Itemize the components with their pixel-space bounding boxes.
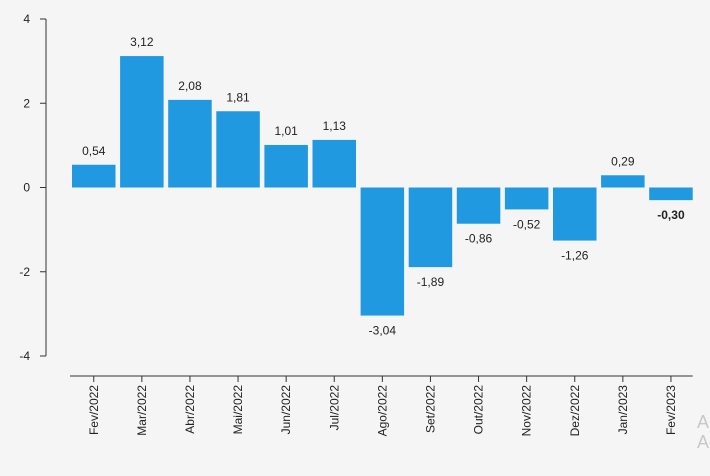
x-tick-label: Abr/2022 — [183, 385, 197, 434]
data-label: 1,13 — [323, 119, 347, 133]
x-tick-label: Mai/2022 — [231, 385, 245, 435]
data-label: 0,29 — [611, 154, 635, 168]
bar — [168, 99, 212, 188]
bar — [601, 175, 645, 188]
y-tick-label: 2 — [23, 96, 30, 110]
bar — [72, 164, 116, 188]
bar — [216, 111, 260, 188]
y-tick-label: 0 — [23, 181, 30, 195]
bar — [649, 187, 693, 201]
bar — [456, 187, 501, 224]
x-tick-label: Fev/2023 — [664, 385, 678, 435]
data-label: -0,30 — [657, 208, 685, 222]
data-label: 2,08 — [178, 79, 202, 93]
data-label: 0,54 — [82, 144, 106, 158]
bar — [553, 187, 597, 241]
bar — [360, 187, 405, 316]
data-label: -0,86 — [465, 232, 493, 246]
y-tick-label: 4 — [23, 12, 30, 26]
y-tick-label: -4 — [19, 349, 30, 363]
x-tick-label: Jul/2022 — [327, 385, 341, 431]
watermark-text: A Ac — [697, 412, 710, 452]
x-tick-label: Jun/2022 — [279, 385, 293, 435]
x-tick-label: Fev/2022 — [87, 385, 101, 435]
data-label: -0,52 — [513, 217, 541, 231]
x-tick-label: Dez/2022 — [568, 385, 582, 437]
data-label: 1,81 — [226, 90, 250, 104]
bar — [120, 56, 164, 188]
data-label: 1,01 — [274, 124, 298, 138]
data-label: 3,12 — [130, 35, 154, 49]
x-tick-label: Ago/2022 — [375, 385, 389, 437]
data-label: -1,89 — [417, 275, 445, 289]
bar — [312, 139, 356, 188]
data-label: -3,04 — [369, 324, 397, 338]
x-tick-label: Nov/2022 — [520, 385, 534, 437]
data-label: -1,26 — [561, 249, 589, 263]
bar — [504, 187, 549, 210]
axes: 4 2 0 -2 -4 Fev/2022 Mar/2022 Abr/2022 Mai/2022 J… — [19, 12, 693, 437]
x-tick-label: Set/2022 — [423, 385, 437, 433]
watermark-line-2: Ac — [697, 432, 710, 452]
bar — [408, 187, 453, 268]
bar — [264, 144, 308, 188]
x-tick-label: Jan/2023 — [616, 385, 630, 435]
x-tick-label: Mar/2022 — [135, 385, 149, 436]
data-labels: 0,54 3,12 2,08 1,81 1,01 1,13 -3,04 -1,89 -0,86 -… — [82, 35, 685, 337]
y-tick-label: -2 — [19, 265, 30, 279]
bars — [72, 56, 693, 316]
watermark-line-1: A — [697, 412, 710, 432]
x-tick-label: Out/2022 — [472, 385, 486, 435]
